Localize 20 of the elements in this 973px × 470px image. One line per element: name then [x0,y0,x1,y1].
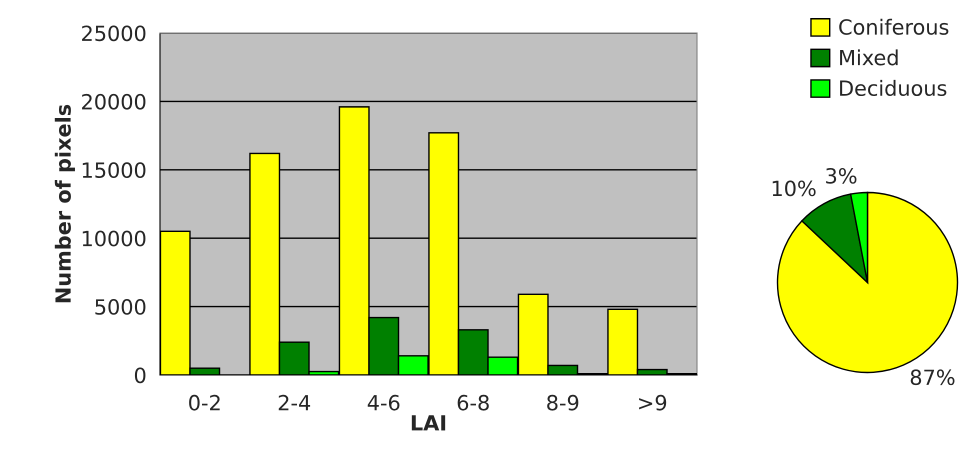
data-label: 87% [910,369,954,386]
x-axis-title: LAI [412,415,446,430]
y-axis-title: Number of pixels [54,104,75,302]
legend-label: Mixed [840,49,898,66]
y-tick-label: 0 [134,367,146,384]
y-tick-label: 10000 [82,230,146,246]
y-tick-label: 15000 [82,162,146,178]
x-tick-label: 4-6 [368,394,400,411]
data-label: 3% [826,168,856,184]
x-tick-label: 0-2 [189,394,220,411]
y-tick-label: 25000 [82,25,146,42]
x-tick-label: 8-9 [547,394,578,411]
y-tick-label: 20000 [82,94,146,110]
x-tick-label: 6-8 [458,394,489,411]
legend-label: Coniferous [839,18,948,35]
data-label: 10% [772,180,816,196]
y-tick-label: 5000 [95,299,146,315]
x-tick-label: >9 [639,394,666,411]
legend-label: Deciduous [840,80,946,96]
x-tick-label: 2-4 [278,394,310,410]
